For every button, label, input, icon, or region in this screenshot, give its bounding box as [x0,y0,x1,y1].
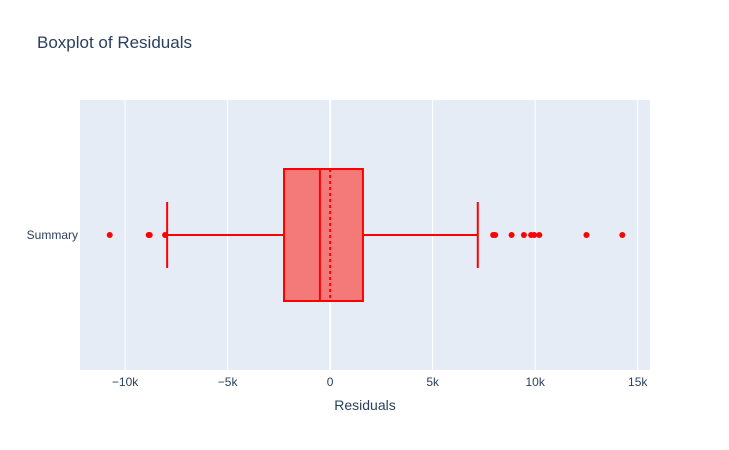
x-tick-label: 0 [327,375,334,389]
x-tick-label: −10k [112,375,139,389]
outlier-point [536,232,543,238]
outlier-point [583,232,590,238]
boxplot-summary[interactable] [106,168,626,302]
x-tick-label: 15k [628,375,648,389]
x-tick-labels: −10k −5k 0 5k 10k 15k [112,375,648,389]
x-tick-label: 10k [526,375,546,389]
outlier-point [492,232,499,238]
outlier-point [619,232,626,238]
x-axis-title: Residuals [334,397,395,413]
y-category-label: Summary [27,228,78,242]
outlier-point [106,232,113,238]
y-category-labels: Summary [27,228,78,242]
outlier-point [520,232,527,238]
iqr-box [283,168,364,302]
x-tick-label: −5k [218,375,239,389]
outlier-point [162,232,169,238]
outlier-point [508,232,515,238]
x-tick-label: 5k [426,375,440,389]
outlier-point [531,232,538,238]
chart-title: Boxplot of Residuals [37,33,192,52]
outlier-point [146,232,153,238]
